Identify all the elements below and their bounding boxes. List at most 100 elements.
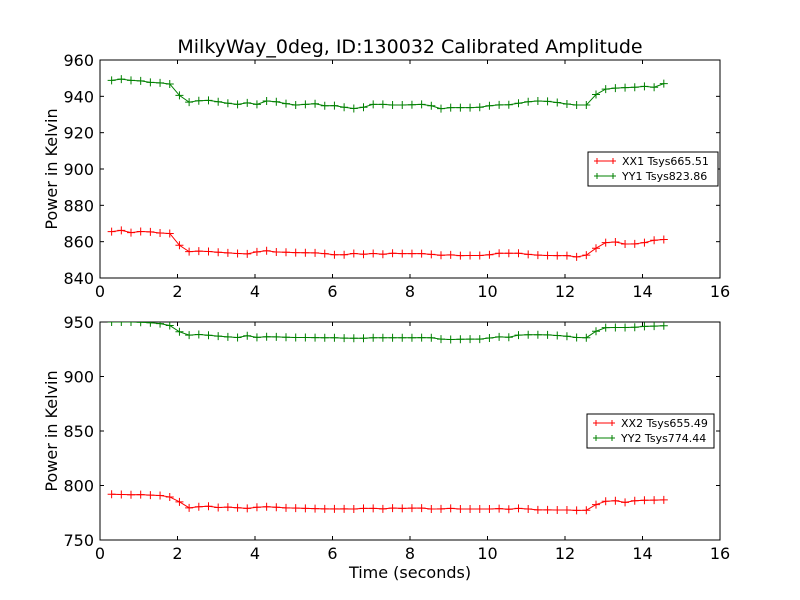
x-tick-label: 6	[327, 282, 337, 301]
data-point	[349, 505, 358, 514]
data-point	[214, 503, 223, 512]
data-point	[175, 91, 184, 100]
data-point	[204, 331, 213, 340]
data-point	[340, 103, 349, 112]
data-point	[466, 103, 475, 112]
data-point	[543, 251, 552, 260]
data-point	[417, 100, 426, 109]
data-point	[659, 79, 668, 88]
data-point	[495, 249, 504, 258]
data-point	[427, 101, 436, 110]
data-point	[369, 100, 378, 109]
legend-marker	[593, 435, 599, 441]
data-point	[311, 99, 320, 108]
y-tick-label: 840	[63, 269, 94, 288]
data-point	[572, 506, 581, 515]
data-point	[194, 502, 203, 511]
data-point	[592, 500, 600, 509]
data-point	[650, 83, 659, 92]
data-point	[311, 333, 320, 342]
data-point	[359, 504, 368, 513]
data-point	[533, 97, 542, 106]
data-point	[127, 76, 135, 85]
data-point	[243, 504, 252, 513]
data-point	[156, 491, 165, 500]
y-tick-label: 950	[63, 313, 94, 332]
data-point	[175, 327, 184, 336]
data-point	[553, 506, 562, 515]
data-point	[466, 505, 475, 514]
data-point	[349, 104, 358, 113]
data-point	[107, 227, 116, 236]
data-point	[117, 75, 126, 84]
data-point	[475, 251, 484, 260]
data-point	[243, 331, 252, 340]
data-point	[146, 78, 155, 87]
data-point	[562, 332, 571, 341]
data-point	[233, 333, 242, 342]
data-point	[378, 250, 387, 259]
data-point	[650, 236, 659, 245]
data-point	[524, 97, 533, 106]
data-point	[330, 333, 339, 342]
data-point	[214, 97, 223, 106]
data-point	[291, 333, 300, 342]
y-tick-label: 800	[63, 477, 94, 496]
data-point	[330, 101, 339, 110]
data-point	[456, 335, 465, 344]
data-point	[475, 505, 484, 514]
data-point	[524, 330, 533, 339]
data-point	[194, 247, 203, 256]
data-point	[117, 322, 126, 326]
x-tick-label: 0	[95, 544, 105, 563]
y-tick-label: 850	[63, 422, 94, 441]
data-point	[417, 504, 426, 513]
y-tick-label: 900	[63, 368, 94, 387]
data-point	[252, 247, 261, 256]
data-point	[543, 97, 552, 106]
data-point	[282, 333, 290, 342]
data-point	[223, 99, 232, 108]
y-tick-label: 750	[63, 531, 94, 550]
x-tick-label: 12	[555, 544, 575, 563]
data-point	[320, 504, 329, 513]
data-point	[359, 250, 368, 259]
data-point	[136, 490, 145, 499]
data-point	[621, 240, 630, 249]
data-point	[136, 76, 145, 85]
x-tick-label: 14	[632, 282, 652, 301]
data-point	[156, 228, 165, 237]
data-point	[456, 505, 465, 514]
data-point	[621, 323, 630, 332]
y-tick-label: 920	[63, 124, 94, 143]
data-point	[630, 83, 639, 92]
data-point	[524, 250, 533, 259]
data-point	[495, 100, 504, 109]
data-point	[427, 505, 436, 514]
data-point	[233, 100, 242, 109]
data-point	[223, 332, 232, 341]
data-point	[611, 496, 620, 505]
data-point	[407, 504, 416, 513]
data-point	[427, 250, 436, 259]
data-point	[194, 96, 203, 105]
data-point	[514, 99, 523, 108]
data-point	[204, 96, 213, 105]
data-point	[398, 101, 407, 110]
data-point	[659, 235, 668, 244]
data-point	[262, 246, 271, 255]
data-point	[437, 504, 445, 513]
data-point	[233, 249, 242, 258]
data-point	[466, 335, 475, 344]
x-tick-label: 4	[250, 544, 260, 563]
x-tick-label: 10	[477, 544, 497, 563]
data-point	[146, 322, 155, 327]
data-point	[630, 496, 639, 505]
data-point	[640, 238, 649, 247]
data-point	[601, 323, 610, 332]
data-point	[388, 333, 397, 342]
x-tick-label: 14	[632, 544, 652, 563]
data-point	[175, 497, 184, 506]
legend-marker	[594, 158, 600, 164]
data-point	[291, 504, 300, 513]
